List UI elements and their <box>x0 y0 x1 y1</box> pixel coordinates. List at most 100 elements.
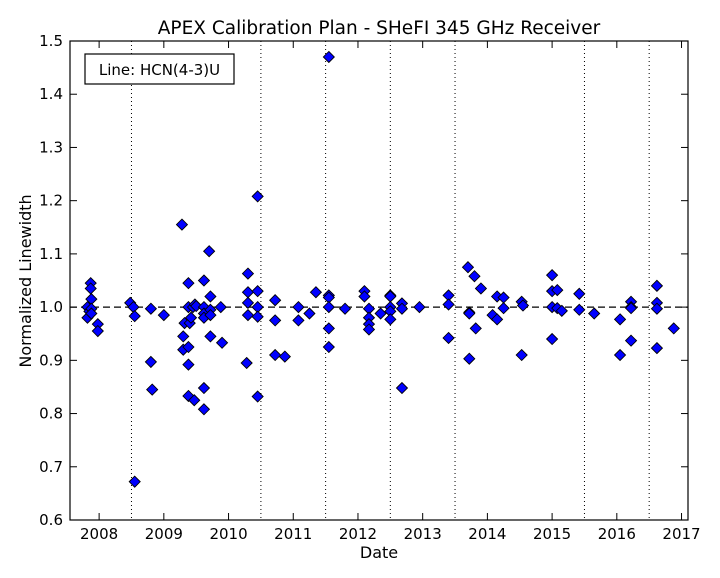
data-point <box>555 304 568 317</box>
annotation-text: Line: HCN(4-3)U <box>99 61 220 79</box>
data-point <box>413 300 426 314</box>
data-point <box>278 350 291 363</box>
data-point <box>128 475 141 488</box>
y-tick-label: 0.9 <box>39 351 63 369</box>
x-tick-label: 2016 <box>598 525 636 543</box>
y-tick-label: 0.8 <box>39 405 63 423</box>
data-point <box>613 313 627 326</box>
data-point <box>197 274 211 287</box>
x-tick-label: 2012 <box>339 525 377 543</box>
data-point <box>182 358 195 371</box>
data-point <box>395 302 409 315</box>
y-axis-ticks: 0.6 0.7 0.8 0.9 1.0 1.1 1.2 1.3 1.4 1.5 <box>39 32 688 529</box>
x-tick-label: 2008 <box>80 525 118 543</box>
data-point <box>292 314 305 327</box>
data-point <box>551 283 564 297</box>
data-point <box>588 307 601 320</box>
data-point <box>516 299 530 312</box>
data-point <box>292 300 305 314</box>
data-point <box>85 307 98 320</box>
data-point <box>338 302 352 315</box>
data-point <box>667 322 680 335</box>
data-point <box>322 300 335 314</box>
data-point <box>91 324 104 338</box>
data-point <box>144 302 158 315</box>
data-point <box>573 303 586 316</box>
data-point <box>573 287 586 300</box>
data-point <box>395 381 409 395</box>
data-point <box>515 348 528 362</box>
data-point <box>613 348 627 362</box>
x-tick-label: 2010 <box>209 525 247 543</box>
data-point <box>374 307 387 320</box>
x-tick-label: 2017 <box>662 525 700 543</box>
data-point <box>468 270 481 283</box>
data-point <box>251 310 264 323</box>
data-point <box>184 311 198 324</box>
data-point <box>215 336 229 349</box>
data-point <box>624 302 638 315</box>
x-tick-label: 2014 <box>468 525 506 543</box>
data-point <box>197 403 211 416</box>
data-point <box>650 279 664 292</box>
y-tick-label: 1.5 <box>39 32 63 50</box>
data-point <box>251 285 264 298</box>
data-point <box>358 290 371 303</box>
data-point <box>204 308 217 322</box>
y-tick-label: 1.2 <box>39 192 63 210</box>
data-point <box>545 332 559 346</box>
chart-title: APEX Calibration Plan - SHeFI 345 GHz Re… <box>158 18 601 39</box>
y-tick-label: 1.0 <box>39 298 63 316</box>
data-point <box>177 330 190 343</box>
data-point <box>269 294 282 307</box>
plot-frame <box>69 40 689 521</box>
data-point <box>214 300 227 314</box>
y-tick-label: 1.4 <box>39 85 63 103</box>
data-point <box>545 269 559 282</box>
data-point <box>322 340 335 354</box>
data-point <box>474 282 488 295</box>
x-tick-label: 2013 <box>404 525 442 543</box>
data-points <box>81 50 680 488</box>
data-point <box>188 394 201 407</box>
data-point <box>442 331 455 345</box>
data-point <box>182 277 195 290</box>
data-point <box>202 245 216 258</box>
data-point <box>362 323 376 336</box>
annotation-box: Line: HCN(4-3)U <box>84 53 235 85</box>
data-point <box>204 290 217 303</box>
data-point <box>241 296 255 309</box>
data-point <box>463 352 476 365</box>
data-point <box>251 390 264 403</box>
annotation-frame <box>84 53 235 85</box>
y-tick-label: 0.6 <box>39 511 63 529</box>
data-point <box>497 302 510 315</box>
x-tick-label: 2009 <box>145 525 183 543</box>
y-tick-label: 0.7 <box>39 458 63 476</box>
data-point <box>469 322 482 335</box>
data-point <box>128 310 141 323</box>
data-point <box>240 356 253 370</box>
data-point <box>322 50 335 64</box>
data-point <box>251 190 264 203</box>
data-point <box>442 298 455 311</box>
data-point <box>303 307 316 320</box>
data-point <box>175 218 189 231</box>
data-point <box>241 308 255 322</box>
x-tick-label: 2011 <box>274 525 312 543</box>
data-point <box>269 348 282 362</box>
data-point <box>461 261 475 274</box>
data-point <box>144 355 158 369</box>
data-point <box>146 383 159 396</box>
data-point <box>309 286 323 299</box>
data-point <box>269 314 282 327</box>
data-point <box>463 307 476 320</box>
data-point <box>322 322 335 335</box>
y-axis-label: Normalized Linewidth <box>16 194 35 367</box>
x-tick-label: 2015 <box>533 525 571 543</box>
data-point <box>197 381 211 395</box>
y-tick-label: 1.1 <box>39 245 63 263</box>
data-point <box>241 267 255 280</box>
plot-area <box>70 41 688 520</box>
